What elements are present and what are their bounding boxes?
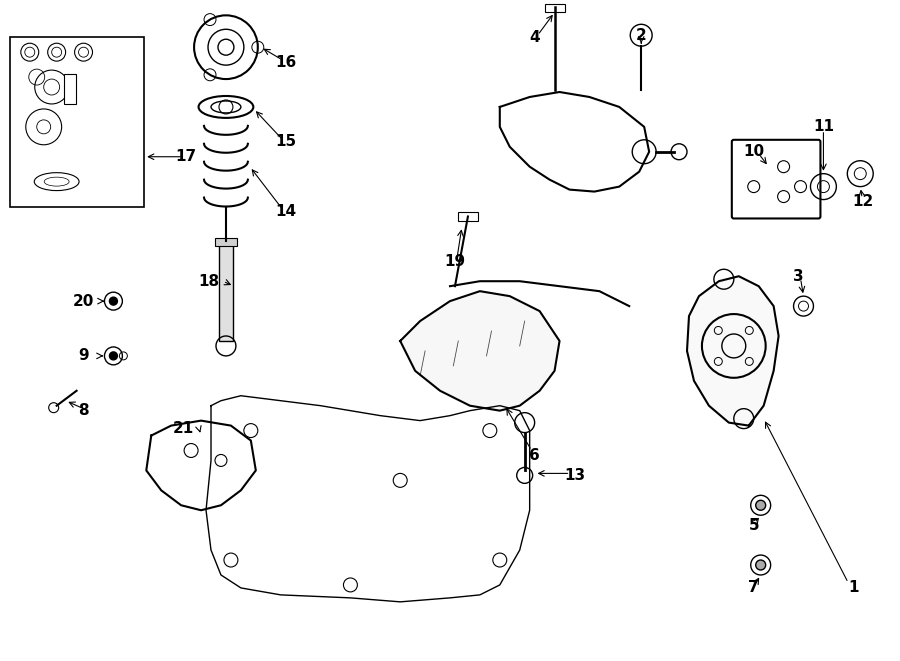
Text: 2: 2 [635, 28, 646, 43]
Text: 18: 18 [199, 274, 220, 289]
Text: 10: 10 [743, 144, 764, 159]
Circle shape [756, 560, 766, 570]
Circle shape [756, 500, 766, 510]
Circle shape [110, 297, 117, 305]
Text: 9: 9 [78, 348, 89, 364]
Text: 11: 11 [813, 120, 834, 134]
Text: 14: 14 [275, 204, 296, 219]
Text: 5: 5 [749, 518, 759, 533]
Text: 4: 4 [529, 30, 540, 45]
Text: 17: 17 [176, 149, 197, 164]
Text: 20: 20 [73, 293, 94, 309]
Bar [64, 74, 76, 104]
Text: 19: 19 [445, 254, 465, 269]
Circle shape [110, 352, 117, 360]
FancyBboxPatch shape [732, 140, 821, 219]
Text: 6: 6 [529, 448, 540, 463]
Bar [10, 37, 144, 206]
Text: 12: 12 [852, 194, 874, 209]
Text: 15: 15 [275, 134, 296, 149]
Text: 13: 13 [564, 468, 585, 483]
Text: 21: 21 [173, 421, 194, 436]
Text: 8: 8 [78, 403, 89, 418]
Bar [544, 5, 564, 13]
Text: 1: 1 [848, 580, 859, 596]
Polygon shape [687, 276, 778, 426]
Text: 3: 3 [793, 269, 804, 284]
Polygon shape [400, 291, 560, 410]
Text: 7: 7 [749, 580, 759, 596]
Text: 16: 16 [275, 55, 296, 69]
Bar [215, 239, 237, 247]
Bar [458, 212, 478, 221]
Bar [219, 241, 233, 341]
